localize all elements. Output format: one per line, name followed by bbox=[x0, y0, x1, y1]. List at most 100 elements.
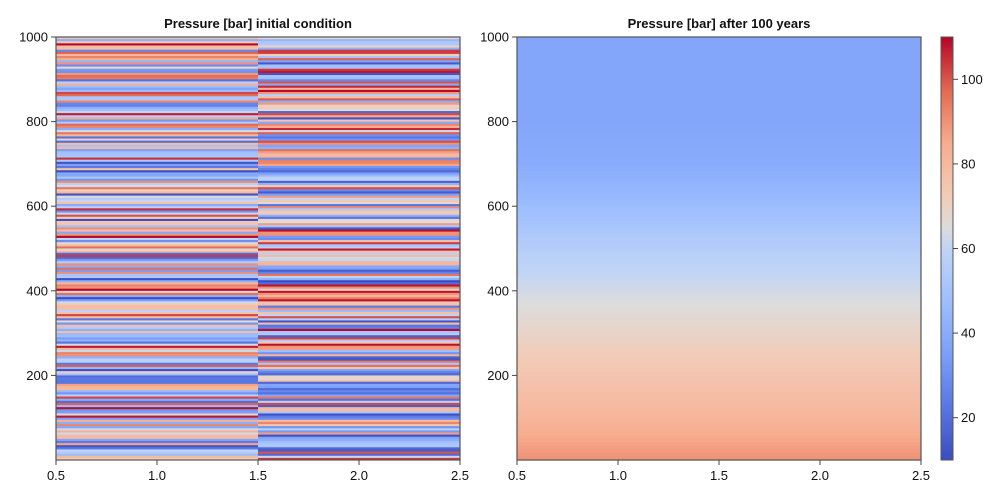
left-cell bbox=[258, 426, 460, 429]
left-cell bbox=[56, 237, 259, 241]
left-cell bbox=[56, 273, 259, 277]
left-cell bbox=[258, 123, 460, 127]
left-cell bbox=[258, 138, 460, 142]
right-cell bbox=[517, 266, 921, 271]
right-cell bbox=[517, 181, 921, 186]
left-cell bbox=[258, 166, 460, 169]
left-cell bbox=[258, 447, 460, 450]
right-cell bbox=[517, 431, 921, 436]
left-cell bbox=[56, 191, 259, 194]
left-cell bbox=[56, 320, 259, 323]
left-y-tick-label: 800 bbox=[26, 114, 48, 129]
left-cell bbox=[258, 284, 460, 287]
left-cell bbox=[56, 385, 259, 389]
right-cell bbox=[517, 86, 921, 91]
left-cell bbox=[56, 265, 259, 268]
left-cell bbox=[56, 286, 259, 290]
right-cell bbox=[517, 336, 921, 341]
left-cell bbox=[56, 282, 259, 285]
right-cell bbox=[517, 438, 921, 443]
right-cell bbox=[517, 96, 921, 102]
left-cell bbox=[56, 288, 259, 292]
left-cell bbox=[258, 223, 460, 226]
left-cell bbox=[258, 275, 460, 279]
right-cell bbox=[517, 234, 921, 239]
left-cell bbox=[258, 286, 460, 290]
left-cell bbox=[258, 208, 460, 211]
left-cell bbox=[56, 280, 259, 283]
left-cell bbox=[56, 278, 259, 281]
right-cell bbox=[517, 153, 921, 158]
left-cell bbox=[258, 225, 460, 228]
left-cell bbox=[56, 453, 259, 457]
left-cell bbox=[258, 271, 460, 275]
left-cell bbox=[258, 318, 460, 321]
left-cell bbox=[56, 352, 259, 355]
right-cell bbox=[517, 297, 921, 302]
left-cell bbox=[56, 227, 259, 230]
left-cell bbox=[258, 204, 460, 207]
right-cell bbox=[517, 199, 921, 204]
left-cell bbox=[56, 70, 259, 74]
right-cell bbox=[517, 311, 921, 317]
left-cell bbox=[258, 43, 460, 46]
right-cell bbox=[517, 82, 921, 87]
left-cell bbox=[56, 356, 259, 359]
right-cell bbox=[517, 449, 921, 454]
left-cell bbox=[258, 407, 460, 410]
colorbar-gradient bbox=[940, 36, 954, 461]
left-cell bbox=[258, 314, 460, 317]
left-cell bbox=[258, 305, 460, 309]
left-cell bbox=[56, 335, 259, 338]
left-cell bbox=[258, 419, 460, 423]
left-cell bbox=[258, 178, 460, 182]
left-cell bbox=[56, 364, 259, 368]
right-cell bbox=[517, 111, 921, 116]
left-cell bbox=[258, 434, 460, 438]
left-y-tick-label: 200 bbox=[26, 368, 48, 383]
left-cell bbox=[56, 85, 259, 89]
right-cell bbox=[517, 315, 921, 320]
right-cell bbox=[517, 44, 921, 49]
right-cell bbox=[517, 241, 921, 246]
left-cell bbox=[258, 324, 460, 328]
right-cell bbox=[517, 213, 921, 218]
left-cell bbox=[56, 434, 259, 438]
left-cell bbox=[56, 371, 259, 374]
left-cell bbox=[56, 246, 259, 249]
left-cell bbox=[56, 229, 259, 232]
right-cell bbox=[517, 188, 921, 193]
left-cell bbox=[56, 333, 259, 336]
left-cell bbox=[56, 413, 259, 416]
right-cell bbox=[517, 156, 921, 161]
left-cell bbox=[258, 297, 460, 300]
left-cell bbox=[258, 91, 460, 95]
left-cell bbox=[258, 130, 460, 133]
right-cell bbox=[517, 283, 921, 288]
left-cell bbox=[56, 212, 259, 216]
right-cell bbox=[517, 58, 921, 63]
right-cell bbox=[517, 65, 921, 70]
left-cell bbox=[56, 350, 259, 353]
left-cell bbox=[258, 360, 460, 364]
left-cell bbox=[258, 421, 460, 425]
left-cell bbox=[56, 337, 259, 340]
left-cell bbox=[258, 157, 460, 161]
left-cell bbox=[258, 39, 460, 42]
left-title: Pressure [bar] initial condition bbox=[164, 16, 352, 31]
left-cell bbox=[56, 379, 259, 383]
left-cell bbox=[258, 41, 460, 44]
left-cell bbox=[56, 180, 259, 184]
right-cell bbox=[517, 378, 921, 384]
left-cell bbox=[56, 208, 259, 211]
left-cell bbox=[258, 337, 460, 340]
left-cell bbox=[56, 430, 259, 433]
left-cell bbox=[56, 81, 259, 84]
right-cell bbox=[517, 424, 921, 429]
left-cell bbox=[56, 111, 259, 114]
left-cell bbox=[56, 174, 259, 177]
left-cell bbox=[258, 58, 460, 61]
left-cell bbox=[258, 438, 460, 442]
right-cell bbox=[517, 223, 921, 228]
left-cell bbox=[56, 398, 259, 402]
